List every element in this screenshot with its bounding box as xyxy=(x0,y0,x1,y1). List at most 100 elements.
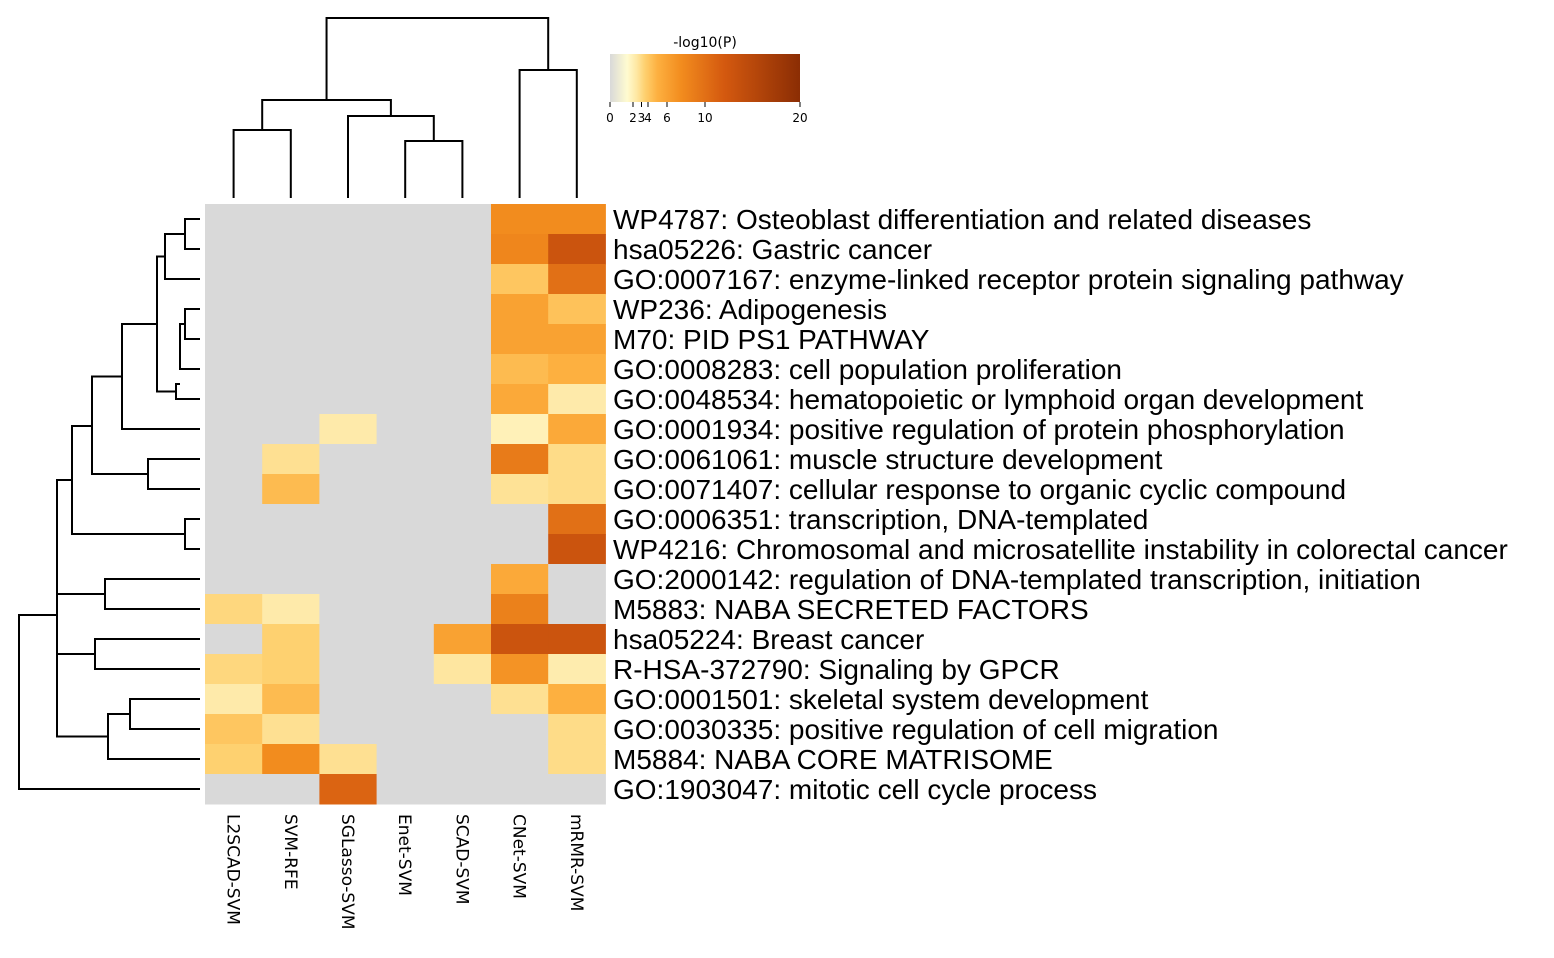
heatmap-cell xyxy=(205,684,263,715)
heatmap-cell xyxy=(491,204,549,235)
heatmap-cell xyxy=(376,264,435,295)
heatmap-cell xyxy=(491,354,549,385)
heatmap-cell xyxy=(433,654,492,685)
heatmap-cell xyxy=(205,594,263,625)
heatmap-cell xyxy=(491,744,549,775)
heatmap-cell xyxy=(262,654,320,685)
row-label: GO:0008283: cell population proliferatio… xyxy=(613,354,1122,385)
heatmap-cell xyxy=(433,384,492,415)
row-dendrogram-branch xyxy=(18,614,200,790)
heatmap-cell xyxy=(548,504,606,535)
heatmap-cell xyxy=(205,654,263,685)
row-dendrogram-branch xyxy=(147,458,200,490)
colorbar-tick-label: 20 xyxy=(792,111,807,125)
heatmap-cell xyxy=(205,354,263,385)
column-dendrogram-branch xyxy=(325,17,550,100)
row-dendrogram-branch xyxy=(184,308,200,340)
row-dendrogram-branch xyxy=(107,713,200,760)
heatmap-cells xyxy=(205,204,606,805)
heatmap-cell xyxy=(205,234,263,265)
heatmap-cell xyxy=(262,564,320,595)
heatmap-cell xyxy=(376,564,435,595)
heatmap-cell xyxy=(433,354,492,385)
heatmap-cell xyxy=(548,744,606,775)
heatmap-cell xyxy=(262,444,320,475)
heatmap-cell xyxy=(433,774,492,805)
row-label: GO:0048534: hematopoietic or lymphoid or… xyxy=(613,384,1363,415)
heatmap-cell xyxy=(548,714,606,745)
heatmap-cell xyxy=(319,774,378,805)
heatmap-cell xyxy=(548,324,606,355)
row-dendrogram-branch xyxy=(175,383,200,400)
column-label: CNet-SVM xyxy=(509,814,529,899)
heatmap-cell xyxy=(491,504,549,535)
colorbar-tick-label: 2 xyxy=(629,111,637,125)
heatmap-cell xyxy=(376,744,435,775)
heatmap-cell xyxy=(376,204,435,235)
heatmap-cell xyxy=(433,594,492,625)
heatmap-cell xyxy=(262,684,320,715)
heatmap-cell xyxy=(262,714,320,745)
heatmap-cell xyxy=(376,294,435,325)
heatmap-cell xyxy=(376,474,435,505)
heatmap-cell xyxy=(262,324,320,355)
row-label: M70: PID PS1 PATHWAY xyxy=(613,324,930,355)
heatmap-cell xyxy=(262,774,320,805)
heatmap-cell xyxy=(491,654,549,685)
colorbar-tick-label: 0 xyxy=(606,111,614,125)
heatmap-cell xyxy=(376,684,435,715)
heatmap-cell xyxy=(433,714,492,745)
row-label: M5884: NABA CORE MATRISOME xyxy=(613,744,1053,775)
heatmap-cell xyxy=(433,414,492,445)
heatmap-cell xyxy=(376,444,435,475)
heatmap-cell xyxy=(433,744,492,775)
heatmap-cell xyxy=(491,324,549,355)
heatmap-cell xyxy=(205,504,263,535)
row-dendrogram-branch xyxy=(71,425,185,535)
heatmap-cell xyxy=(319,744,378,775)
heatmap-cell xyxy=(262,234,320,265)
row-dendrogram-branch xyxy=(156,255,176,393)
heatmap-cell xyxy=(491,714,549,745)
heatmap-cell xyxy=(491,234,549,265)
heatmap-cell xyxy=(376,624,435,655)
heatmap-cell xyxy=(491,534,549,565)
heatmap-cell xyxy=(433,504,492,535)
heatmap-cell xyxy=(319,624,378,655)
heatmap-cell xyxy=(376,504,435,535)
heatmap-cell xyxy=(262,264,320,295)
row-label: GO:2000142: regulation of DNA-templated … xyxy=(613,564,1421,595)
row-label: WP236: Adipogenesis xyxy=(613,294,887,325)
heatmap-cell xyxy=(319,714,378,745)
column-label: SGLasso-SVM xyxy=(337,814,357,930)
heatmap-cell xyxy=(548,684,606,715)
heatmap-cell xyxy=(319,534,378,565)
heatmap-cell xyxy=(262,294,320,325)
column-label: Enet-SVM xyxy=(394,814,414,896)
heatmap-cell xyxy=(548,354,606,385)
heatmap-cell xyxy=(319,234,378,265)
column-label: SVM-RFE xyxy=(280,814,300,890)
row-labels: WP4787: Osteoblast differentiation and r… xyxy=(613,204,1508,805)
heatmap-cell xyxy=(376,354,435,385)
heatmap-cell xyxy=(205,564,263,595)
heatmap-cell xyxy=(433,234,492,265)
heatmap-cell xyxy=(262,414,320,445)
heatmap-cell xyxy=(319,564,378,595)
heatmap-cell xyxy=(319,354,378,385)
heatmap-cell xyxy=(491,294,549,325)
heatmap-cell xyxy=(262,624,320,655)
heatmap-cell xyxy=(205,744,263,775)
heatmap-cell xyxy=(548,594,606,625)
row-label: hsa05224: Breast cancer xyxy=(613,624,924,655)
heatmap-cell xyxy=(433,294,492,325)
heatmap-cell xyxy=(205,324,263,355)
heatmap-cell xyxy=(548,234,606,265)
heatmap-cell xyxy=(319,204,378,235)
heatmap-cell xyxy=(376,714,435,745)
heatmap-cell xyxy=(548,564,606,595)
colorbar: -log10(P) 0 2 34 6 10 20 xyxy=(606,35,807,125)
column-dendrogram xyxy=(232,17,578,198)
row-label: hsa05226: Gastric cancer xyxy=(613,234,932,265)
column-label: L2SCAD-SVM xyxy=(223,814,243,925)
